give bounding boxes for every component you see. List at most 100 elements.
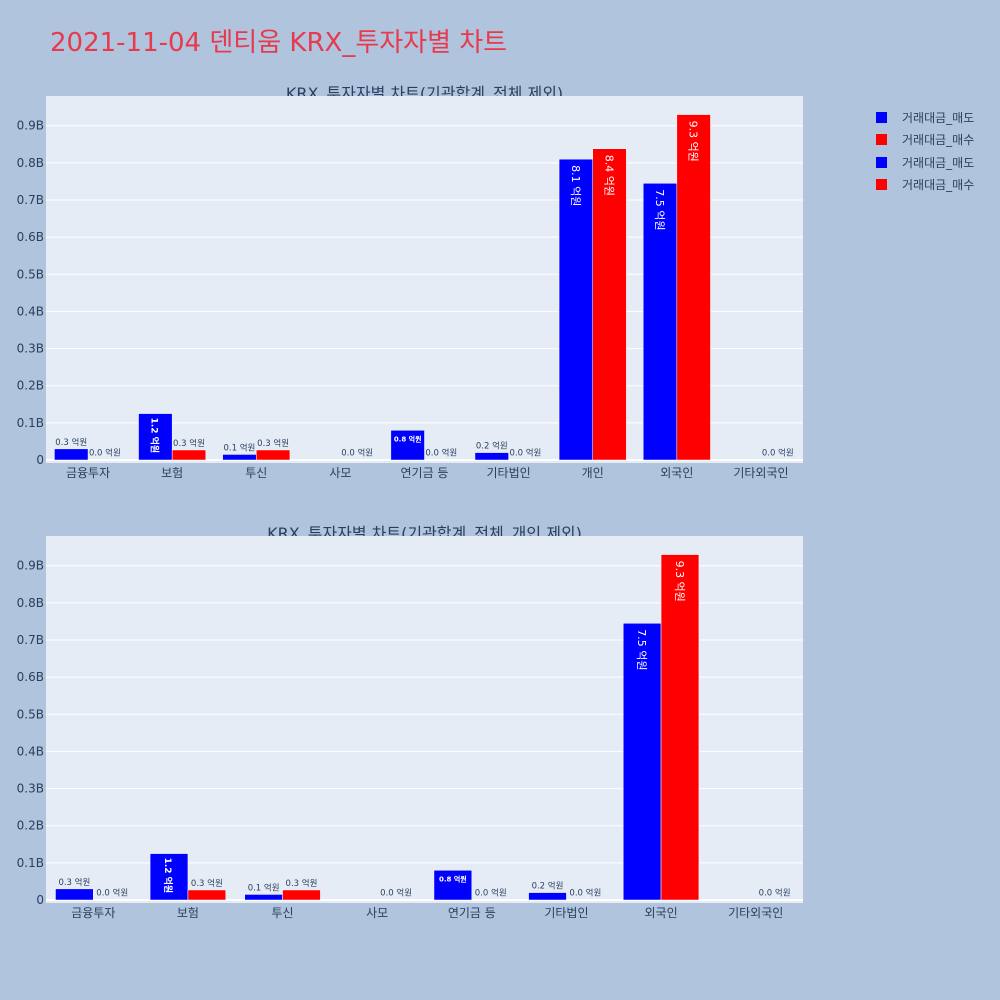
bar-buy: [660, 554, 700, 901]
bar-sell: [138, 413, 173, 461]
data-label: 0.0 억원: [425, 448, 457, 459]
legend-label: 거래대금_매도: [902, 110, 975, 125]
y-tick-label: 0.7B: [17, 193, 44, 207]
data-label: 0.3 억원: [191, 878, 223, 889]
data-label: 0.3 억원: [257, 438, 289, 449]
data-label: 9.3 억원: [673, 561, 686, 602]
data-label: 0.0 억원: [341, 448, 373, 459]
data-label: 0.2 억원: [532, 881, 564, 892]
bar-sell: [55, 888, 94, 901]
legend-label: 거래대금_매도: [902, 155, 975, 170]
x-tick-label: 기타외국인: [728, 906, 783, 920]
data-label: 0.0 억원: [762, 448, 794, 459]
legend-swatch-sell: [876, 111, 887, 123]
bar-sell: [474, 452, 509, 461]
bar-sell: [528, 892, 567, 901]
x-tick-label: 연기금 등: [401, 466, 449, 480]
data-label: 9.3 억원: [687, 121, 700, 162]
x-tick-label: 투신: [245, 466, 267, 480]
y-tick-label: 0.6B: [17, 230, 44, 244]
data-label: 8.4 억원: [603, 155, 616, 196]
data-label: 0.3 억원: [286, 878, 318, 889]
bar-sell: [390, 430, 425, 461]
x-tick-label: 보험: [177, 906, 199, 920]
y-tick-label: 0.2B: [17, 819, 44, 833]
legend-swatch-buy: [876, 134, 887, 146]
data-label: 0.1 억원: [248, 882, 280, 893]
legend-label: 거래대금_매수: [902, 133, 975, 148]
x-tick-label: 사모: [329, 466, 351, 480]
y-tick-label: 0.2B: [17, 379, 44, 393]
bar-buy: [256, 449, 291, 461]
data-label: 0.1 억원: [224, 442, 256, 453]
bar-buy: [187, 889, 227, 901]
bar-buy: [592, 148, 627, 461]
data-label: 0.8 억원: [439, 874, 467, 883]
x-tick-label: 보험: [161, 466, 183, 480]
legend-swatch-buy: [876, 179, 887, 191]
legend-label: 거래대금_매수: [902, 178, 975, 193]
legend-swatch-sell: [876, 156, 887, 168]
legend-item[interactable]: 거래대금_매수: [876, 129, 974, 152]
bar-sell: [149, 853, 189, 901]
y-tick-label: 0.3B: [17, 782, 44, 796]
bar-sell: [642, 183, 678, 461]
data-label: 0.0 억원: [509, 448, 541, 459]
bar-buy: [171, 449, 207, 461]
bar-sell: [222, 454, 257, 461]
data-label: 0.0 억원: [380, 888, 412, 899]
y-tick-label: 0: [36, 453, 44, 467]
data-label: 0.3 억원: [173, 438, 205, 449]
x-tick-label: 기타법인: [487, 466, 531, 480]
y-tick-label: 0.7B: [17, 633, 44, 647]
y-tick-label: 0.5B: [17, 267, 44, 281]
data-label: 0.0 억원: [759, 888, 791, 899]
data-label: 1.2 억원: [148, 418, 160, 454]
bar-buy: [676, 114, 711, 461]
x-tick-label: 금융투자: [71, 906, 115, 920]
legend-item[interactable]: 거래대금_매도: [876, 151, 974, 174]
legend-item[interactable]: 거래대금_매도: [876, 106, 974, 129]
y-tick-label: 0.5B: [17, 707, 44, 721]
data-label: 0.0 억원: [89, 448, 121, 459]
y-tick-label: 0.4B: [17, 304, 44, 318]
bar-sell: [558, 158, 593, 461]
legend-item[interactable]: 거래대금_매수: [876, 174, 974, 197]
x-tick-label: 사모: [366, 906, 388, 920]
y-tick-label: 0.9B: [17, 119, 44, 133]
bar-sell: [622, 623, 662, 901]
data-label: 0.0 억원: [569, 888, 601, 899]
y-tick-label: 0.9B: [17, 559, 44, 573]
data-label: 0.3 억원: [58, 877, 90, 888]
y-tick-label: 0.4B: [17, 744, 44, 758]
y-tick-label: 0.8B: [17, 156, 44, 170]
legend: 거래대금_매도 거래대금_매수 거래대금_매도 거래대금_매수: [876, 106, 974, 196]
x-tick-label: 외국인: [660, 466, 693, 480]
data-label: 0.8 억원: [394, 434, 422, 443]
bar-sell: [433, 870, 473, 901]
x-tick-label: 금융투자: [66, 466, 110, 480]
x-tick-label: 연기금 등: [448, 906, 496, 920]
data-label: 8.1 억원: [569, 165, 582, 206]
data-label: 0.0 억원: [475, 888, 507, 899]
y-tick-label: 0.1B: [17, 416, 44, 430]
x-tick-label: 투신: [272, 906, 294, 920]
x-tick-label: 기타외국인: [733, 466, 788, 480]
y-tick-label: 0: [36, 893, 44, 907]
y-tick-label: 0.1B: [17, 856, 44, 870]
x-tick-label: 외국인: [645, 906, 678, 920]
y-tick-label: 0.8B: [17, 596, 44, 610]
data-label: 0.3 억원: [55, 437, 87, 448]
x-tick-label: 개인: [582, 466, 604, 480]
bar-sell: [54, 448, 89, 461]
page-title: 2021-11-04 덴티움 KRX_투자자별 차트: [50, 28, 508, 58]
y-tick-label: 0.3B: [17, 342, 44, 356]
data-label: 1.2 억원: [162, 858, 174, 894]
data-label: 0.2 억원: [476, 441, 508, 452]
data-label: 7.5 억원: [653, 189, 666, 230]
x-tick-label: 기타법인: [544, 906, 588, 920]
data-label: 7.5 억원: [635, 629, 648, 670]
data-label: 0.0 억원: [96, 888, 128, 899]
y-tick-label: 0.6B: [17, 670, 44, 684]
